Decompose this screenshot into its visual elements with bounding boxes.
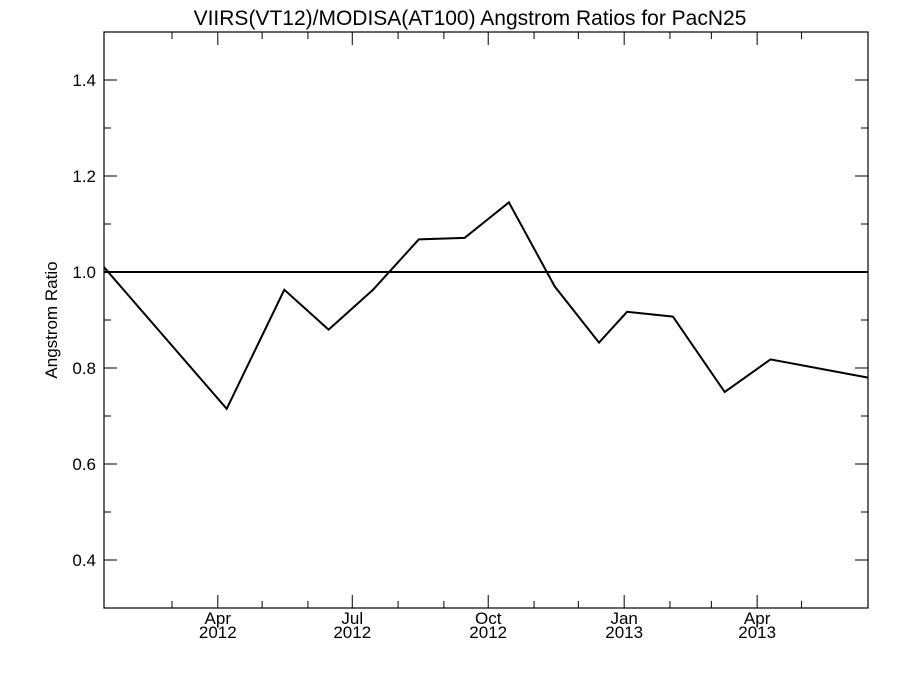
data-point bbox=[626, 311, 628, 313]
plot-frame bbox=[103, 31, 869, 609]
y-tick-label: 0.4 bbox=[72, 551, 96, 570]
series-line bbox=[103, 200, 869, 411]
x-tick-year-label: 2012 bbox=[199, 623, 237, 642]
data-point bbox=[226, 408, 228, 410]
data-point bbox=[283, 289, 285, 291]
data-point bbox=[372, 289, 374, 291]
series-points bbox=[103, 201, 869, 409]
data-point bbox=[464, 237, 466, 239]
x-tick-month-label: Apr bbox=[205, 609, 232, 628]
x-tick-month-label: Apr bbox=[744, 609, 771, 628]
data-point bbox=[418, 238, 420, 240]
data-point bbox=[672, 316, 674, 318]
y-tick-label: 1.4 bbox=[72, 71, 96, 90]
x-tick-month-label: Oct bbox=[475, 609, 502, 628]
y-tick-label: 0.6 bbox=[72, 455, 96, 474]
data-point bbox=[103, 266, 105, 268]
data-point bbox=[554, 285, 556, 287]
data-point bbox=[508, 201, 510, 203]
chart-title: VIIRS(VT12)/MODISA(AT100) Angstrom Ratio… bbox=[194, 7, 747, 30]
x-tick-year-label: 2013 bbox=[738, 623, 776, 642]
x-tick-year-label: 2012 bbox=[333, 623, 371, 642]
data-point bbox=[328, 329, 330, 331]
data-point bbox=[769, 358, 771, 360]
y-axis-ticks: 0.4 0.6 0.8 1.0 1.2 1.4 bbox=[72, 31, 868, 609]
y-tick-label: 1.2 bbox=[72, 167, 96, 186]
x-tick-month-label: Jul bbox=[341, 609, 363, 628]
data-point bbox=[724, 391, 726, 393]
x-tick-year-label: 2012 bbox=[469, 623, 507, 642]
x-tick-month-label: Jan bbox=[610, 609, 637, 628]
y-tick-label: 1.0 bbox=[72, 263, 96, 282]
y-axis-label: Angstrom Ratio bbox=[42, 261, 61, 378]
y-tick-label: 0.8 bbox=[72, 359, 96, 378]
data-point bbox=[598, 342, 600, 344]
data-point bbox=[867, 377, 869, 379]
x-tick-year-label: 2013 bbox=[605, 623, 643, 642]
